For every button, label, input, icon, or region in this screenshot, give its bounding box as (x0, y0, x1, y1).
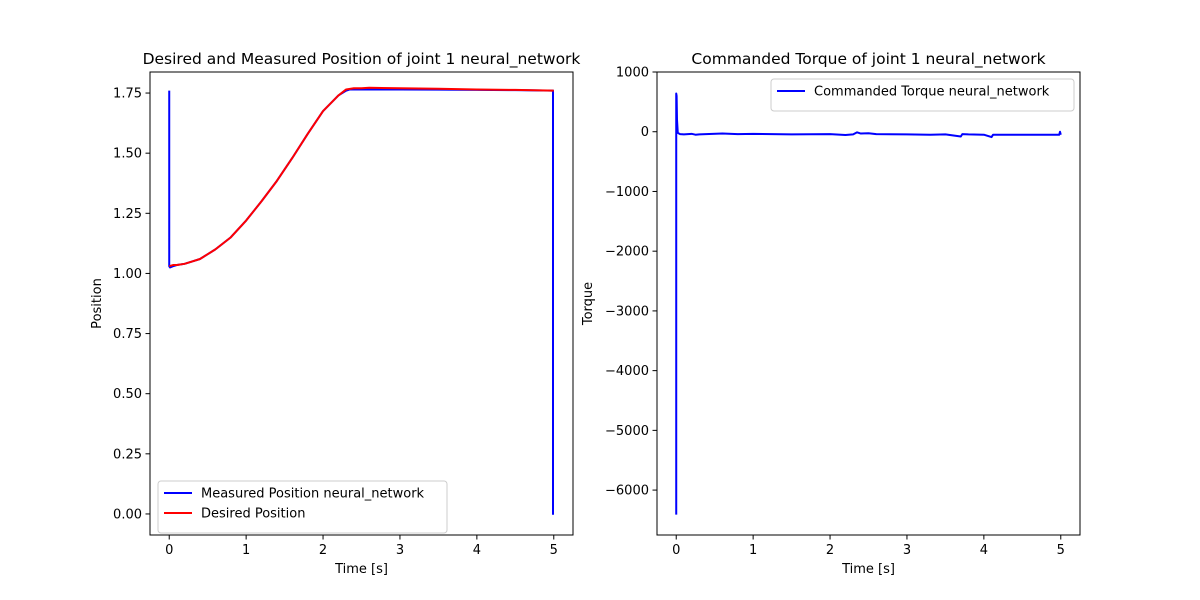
plot-frame (149, 71, 574, 536)
series-line-1 (168, 86, 554, 268)
x-axis-label: Time [s] (841, 562, 895, 577)
y-tick-label: 0.75 (113, 327, 142, 342)
x-tick-label: 0 (165, 543, 173, 558)
y-tick-label: −5000 (605, 424, 649, 439)
x-tick-label: 4 (980, 543, 988, 558)
x-tick-label: 5 (550, 543, 558, 558)
x-tick-label: 0 (672, 543, 680, 558)
y-tick-label: 1000 (616, 66, 649, 81)
y-tick-label: 1.00 (113, 267, 142, 282)
legend-entry-label: Desired Position (201, 507, 305, 522)
legend (157, 480, 448, 534)
y-tick-label: −6000 (605, 484, 649, 499)
legend-entry-label: Commanded Torque neural_network (814, 85, 1050, 100)
x-axis-label: Time [s] (334, 562, 388, 577)
y-tick-label: −4000 (605, 364, 649, 379)
legend (770, 78, 1075, 112)
y-axis-label: Torque (581, 282, 596, 326)
x-tick-label: 3 (396, 543, 404, 558)
x-tick-label: 3 (903, 543, 911, 558)
y-tick-label: −3000 (605, 304, 649, 319)
y-tick-label: 1.75 (113, 87, 142, 102)
y-tick-label: 0.00 (113, 507, 142, 522)
y-axis-label: Position (90, 278, 105, 329)
y-tick-label: −1000 (605, 185, 649, 200)
y-tick-label: 0.25 (113, 447, 142, 462)
series-line-0 (675, 92, 1062, 515)
x-tick-label: 2 (319, 543, 327, 558)
torque-chart: Commanded Torque of joint 1 neural_netwo… (581, 50, 1081, 577)
chart-title: Commanded Torque of joint 1 neural_netwo… (691, 50, 1045, 69)
position-chart: Desired and Measured Position of joint 1… (90, 50, 580, 577)
y-tick-label: 1.50 (113, 147, 142, 162)
plot-frame (656, 71, 1081, 536)
x-tick-label: 4 (473, 543, 481, 558)
y-tick-label: −2000 (605, 245, 649, 260)
y-tick-label: 1.25 (113, 207, 142, 222)
y-tick-label: 0 (641, 125, 649, 140)
legend-entry-label: Measured Position neural_network (201, 487, 425, 502)
x-tick-label: 2 (826, 543, 834, 558)
x-tick-label: 1 (749, 543, 757, 558)
chart-title: Desired and Measured Position of joint 1… (143, 50, 581, 69)
x-tick-label: 1 (242, 543, 250, 558)
y-tick-label: 0.50 (113, 387, 142, 402)
x-tick-label: 5 (1057, 543, 1065, 558)
